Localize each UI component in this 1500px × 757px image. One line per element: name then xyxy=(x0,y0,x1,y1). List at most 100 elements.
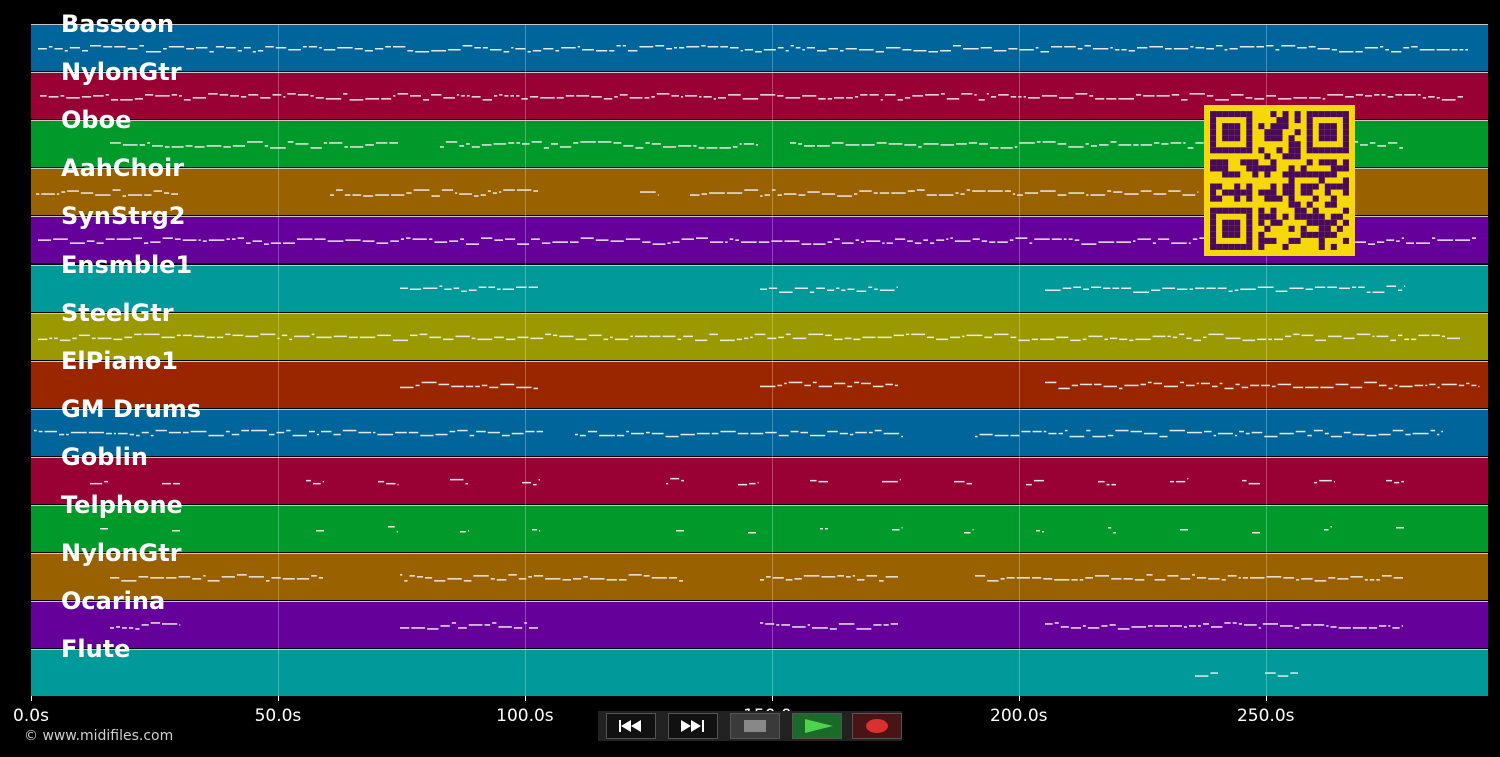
note-mark xyxy=(496,579,507,581)
note-mark xyxy=(323,49,336,51)
note-mark xyxy=(966,189,971,191)
note-mark xyxy=(1059,97,1074,99)
note-mark xyxy=(415,384,420,387)
note-mark xyxy=(390,240,399,242)
note-mark xyxy=(392,46,406,48)
note-mark xyxy=(838,623,855,625)
note-mark xyxy=(575,433,578,436)
note-mark xyxy=(960,193,965,195)
track-row[interactable] xyxy=(31,408,1488,456)
note-mark xyxy=(528,576,532,578)
note-mark xyxy=(471,337,476,340)
note-mark xyxy=(1089,95,1094,97)
track-row[interactable] xyxy=(31,553,1488,601)
note-mark xyxy=(318,577,323,579)
track-row[interactable] xyxy=(31,312,1488,360)
note-mark xyxy=(588,334,602,337)
note-mark xyxy=(972,190,986,192)
note-mark xyxy=(503,51,510,53)
note-mark xyxy=(834,238,840,240)
note-mark xyxy=(1404,285,1406,287)
note-mark xyxy=(1250,577,1265,579)
note-mark xyxy=(836,287,840,289)
note-mark xyxy=(888,143,903,145)
note-mark xyxy=(841,289,846,291)
note-mark xyxy=(306,479,311,482)
track-row[interactable] xyxy=(31,649,1488,697)
note-mark xyxy=(785,579,793,581)
note-mark xyxy=(882,242,885,244)
note-mark xyxy=(616,434,625,437)
stop-button[interactable] xyxy=(730,713,780,739)
play-button[interactable] xyxy=(792,713,842,739)
note-mark xyxy=(504,95,509,97)
note-mark xyxy=(777,194,782,196)
note-mark xyxy=(1110,141,1117,143)
note-mark xyxy=(630,335,633,338)
tick-label: 50.0s xyxy=(254,706,302,726)
note-mark xyxy=(185,145,193,147)
rewind-button[interactable] xyxy=(606,713,656,739)
note-mark xyxy=(1010,96,1017,98)
note-mark xyxy=(498,626,512,628)
note-mark xyxy=(1266,95,1277,97)
note-mark xyxy=(431,50,447,52)
track-row[interactable] xyxy=(31,505,1488,552)
note-mark xyxy=(672,241,680,243)
note-mark xyxy=(757,481,759,484)
record-button[interactable] xyxy=(852,713,902,739)
note-mark xyxy=(686,46,700,48)
note-mark xyxy=(1040,190,1056,192)
note-mark xyxy=(788,381,803,384)
note-mark xyxy=(1029,242,1033,244)
note-mark xyxy=(122,144,138,146)
note-mark xyxy=(86,240,95,242)
note-mark xyxy=(117,432,128,435)
note-mark xyxy=(656,93,670,95)
note-mark xyxy=(1153,382,1162,385)
note-mark xyxy=(790,142,797,144)
note-mark xyxy=(1176,480,1186,483)
note-mark xyxy=(325,98,342,100)
note-mark xyxy=(854,96,859,98)
fast-forward-button[interactable] xyxy=(668,713,718,739)
note-mark xyxy=(818,98,826,100)
note-mark xyxy=(1012,193,1016,195)
note-mark xyxy=(1094,383,1102,386)
note-mark xyxy=(810,479,817,482)
note-mark xyxy=(445,141,458,143)
note-mark xyxy=(412,238,427,240)
note-mark xyxy=(1180,578,1191,580)
track-row[interactable] xyxy=(31,360,1488,408)
note-mark xyxy=(1386,479,1393,482)
note-mark xyxy=(503,189,515,191)
note-mark xyxy=(463,580,472,582)
note-mark xyxy=(316,336,332,339)
note-mark xyxy=(516,189,532,191)
note-mark xyxy=(956,143,967,145)
note-mark xyxy=(114,46,126,48)
note-mark xyxy=(1196,577,1207,579)
note-mark xyxy=(897,99,903,101)
note-mark xyxy=(410,95,421,97)
note-mark xyxy=(573,142,579,144)
track-row[interactable] xyxy=(31,264,1488,312)
note-mark xyxy=(505,338,516,341)
note-mark xyxy=(231,433,240,436)
note-mark xyxy=(150,241,161,243)
note-mark xyxy=(1315,339,1327,342)
note-mark xyxy=(1251,431,1263,434)
note-mark xyxy=(451,385,464,388)
note-mark xyxy=(940,93,945,95)
note-mark xyxy=(1068,192,1085,194)
note-mark xyxy=(1106,98,1117,100)
note-mark xyxy=(809,291,815,293)
note-mark xyxy=(531,238,540,240)
note-mark xyxy=(478,286,487,288)
note-mark xyxy=(1466,382,1470,385)
note-mark xyxy=(1411,338,1417,341)
note-mark xyxy=(1014,146,1018,148)
note-mark xyxy=(232,145,246,147)
note-mark xyxy=(729,238,734,240)
